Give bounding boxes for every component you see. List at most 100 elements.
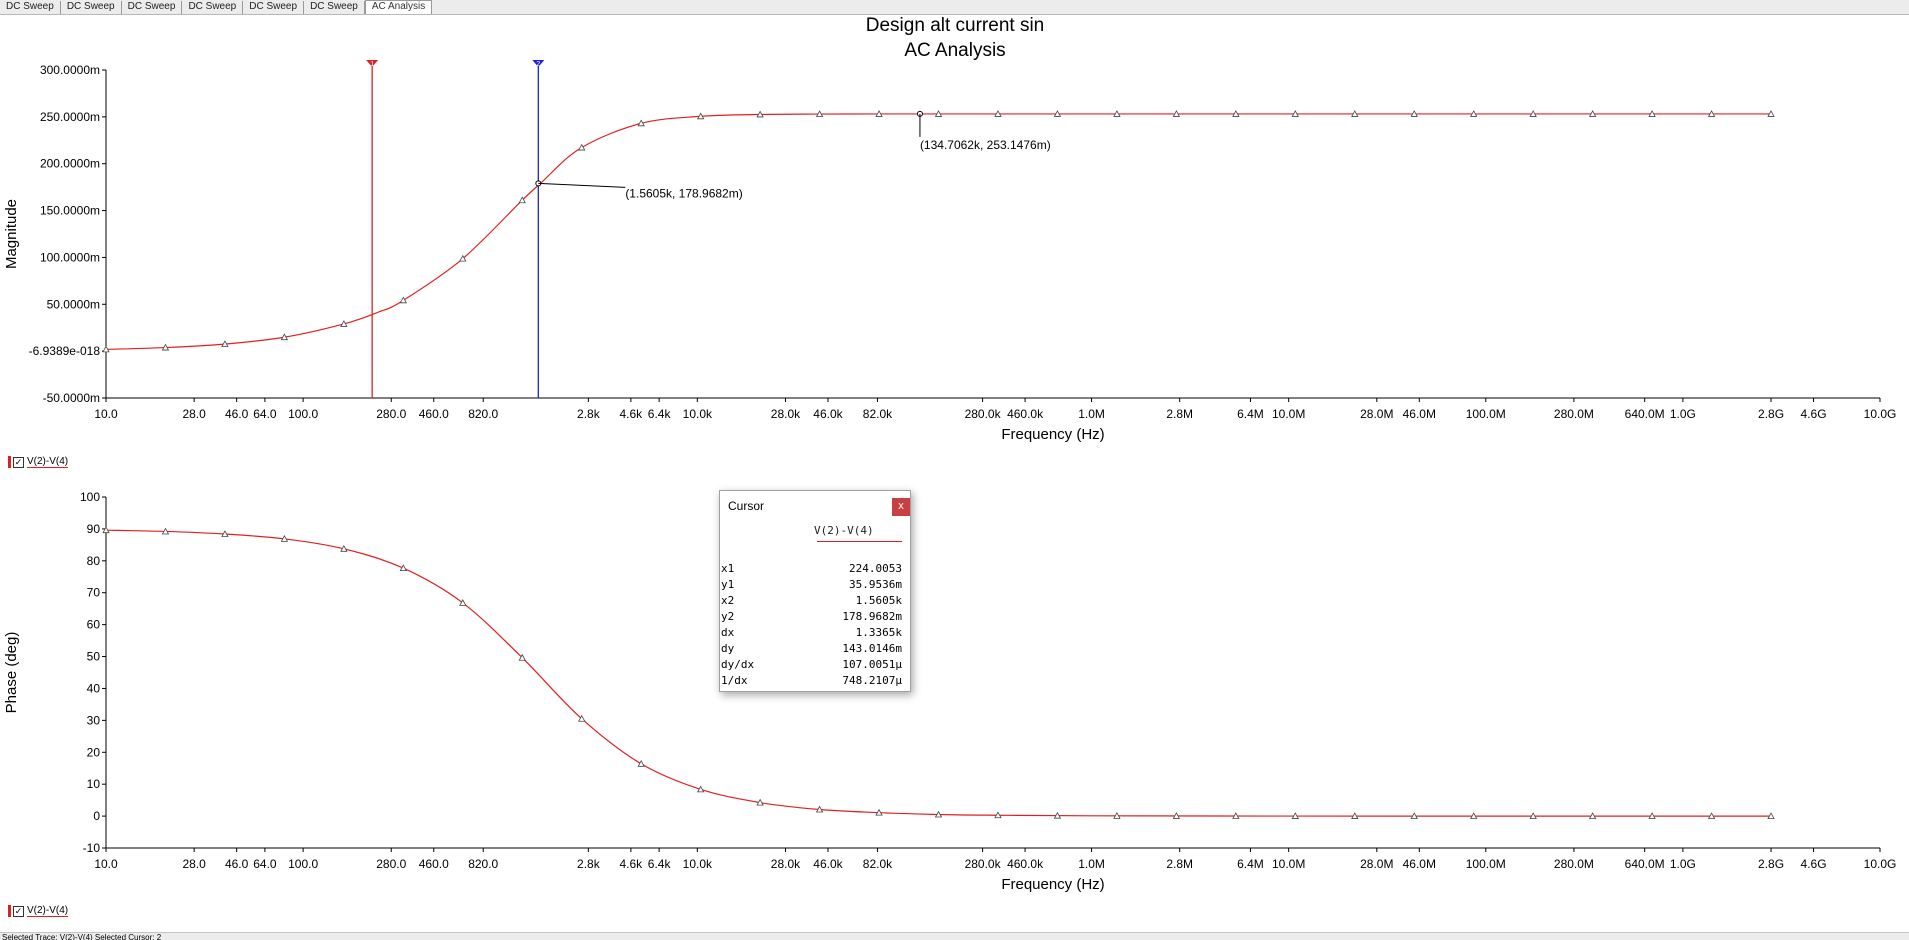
y-tick-label: 250.0000m [40,110,100,124]
cursor-row-key: x1 [721,562,735,575]
x-tick-label: 640.0M [1625,407,1665,421]
tab-dc-sweep-1[interactable]: DC Sweep [61,1,122,14]
y-tick-label: 60 [87,618,101,632]
data-point [1410,812,1418,819]
x-tick-label: 1.0M [1078,857,1105,871]
data-point [1648,110,1656,117]
data-point [221,530,229,537]
data-point [875,110,883,117]
x-tick-label: 100.0 [288,407,318,421]
x-tick-label: 2.8G [1758,857,1784,871]
y-tick-label: 70 [87,586,101,600]
cursor-row-value: 224.0053 [849,562,902,575]
data-point [340,320,348,327]
x-tick-label: 46.0k [813,407,843,421]
cursor-row-key: 1/dx [721,674,748,687]
trace-visible-checkbox[interactable]: ✓ [13,905,24,917]
x-tick-label: 28.0 [182,857,206,871]
data-point [1172,812,1181,819]
trace-marker [8,456,11,468]
y-axis-label: Phase (deg) [3,632,20,714]
x-tick-label: 10.0 [94,407,118,421]
x-tick-label: 46.0M [1403,857,1436,871]
status-bar: Selected Trace: V(2)-V(4) Selected Curso… [0,932,1909,940]
tab-dc-sweep-3[interactable]: DC Sweep [182,1,244,14]
legend-label: V(2)-V(4) [27,455,69,468]
x-tick-label: 28.0k [771,407,801,421]
data-point [637,119,645,127]
data-point [280,535,289,542]
data-point [1232,812,1240,819]
data-point [1648,812,1656,819]
data-point [696,112,705,120]
x-tick-label: 64.0 [253,407,277,421]
x-tick-label: 4.6k [620,857,644,871]
cursor-row-key: y1 [721,578,735,591]
cursor-row: 1/dx 748.2107µ [721,673,902,689]
data-point [518,653,526,661]
y-tick-label: 50 [87,650,101,664]
data-point [1291,110,1299,117]
y-tick-label: 50.0000m [47,297,100,311]
x-tick-label: 280.0M [1554,857,1594,871]
y-tick-label: 100.0000m [40,250,100,264]
data-point [161,527,170,535]
x-axis-label: Frequency (Hz) [1001,426,1104,443]
tab-bar: DC Sweep DC Sweep DC Sweep DC Sweep DC Sweep… [0,0,1909,15]
x-tick-label: 82.0k [863,407,893,421]
x-tick-label: 46.0 [225,407,249,421]
tab-dc-sweep-5[interactable]: DC Sweep [304,1,365,14]
data-point [1470,812,1478,819]
x-tick-label: 100.0M [1466,407,1506,421]
y-tick-label: 100 [80,490,100,504]
cursor-window-titlebar[interactable]: Cursor x [720,491,910,517]
x-tick-label: 1.0G [1670,857,1696,871]
x-tick-label: 28.0 [182,407,206,421]
chart-title-line1: Design alt current sin [865,15,1045,36]
cursor-row: y1 35.9536m [721,577,902,593]
trace-marker [8,905,11,917]
x-tick-label: 4.6G [1801,407,1827,421]
y-tick-label: 80 [87,554,101,568]
x-tick-label: 1.0G [1670,407,1696,421]
x-tick-label: 2.8G [1758,407,1784,421]
data-point [399,564,408,572]
close-icon[interactable]: x [892,498,910,516]
data-point [1707,812,1716,819]
tab-dc-sweep-4[interactable]: DC Sweep [243,1,305,14]
data-point [518,196,526,204]
data-point [1291,812,1299,819]
annotation-label: (134.7062k, 253.1476m) [920,138,1051,152]
tab-dc-sweep-2[interactable]: DC Sweep [122,1,183,14]
data-point [1588,812,1597,819]
data-point [994,110,1002,117]
data-point [1529,812,1537,819]
data-point [756,798,764,806]
y-tick-label: 20 [87,745,101,759]
y-tick-label: -50.0000m [43,391,100,405]
data-point [1410,110,1418,117]
series-line [105,529,1772,817]
phase-legend[interactable]: ✓ V(2)-V(4) [8,904,69,918]
data-point [1053,110,1062,117]
x-tick-label: 10.0 [94,857,118,871]
y-axis-label: Magnitude [3,199,20,269]
chart-title-line2: AC Analysis [904,40,1006,61]
tab-dc-sweep-0[interactable]: DC Sweep [0,1,61,14]
cursor-window[interactable]: Cursor x V(2)-V(4) x1 224.0053 y1 35.9536m x… [719,490,911,692]
cursor-row-key: y2 [721,610,735,623]
trace-visible-checkbox[interactable]: ✓ [13,456,24,468]
x-tick-label: 640.0M [1625,857,1665,871]
x-tick-label: 820.0 [468,857,498,871]
tab-ac-analysis-6[interactable]: AC Analysis [364,0,433,14]
x-tick-label: 10.0G [1864,857,1897,871]
x-tick-label: 64.0 [253,857,277,871]
data-point [1113,110,1121,117]
cursor-row: x2 1.5605k [721,593,902,609]
x-tick-label: 10.0M [1272,407,1305,421]
cursor-2-handle-icon [532,60,545,67]
magnitude-legend[interactable]: ✓ V(2)-V(4) [8,455,69,469]
cursor-row-key: dy [721,642,735,655]
data-point [578,143,586,151]
